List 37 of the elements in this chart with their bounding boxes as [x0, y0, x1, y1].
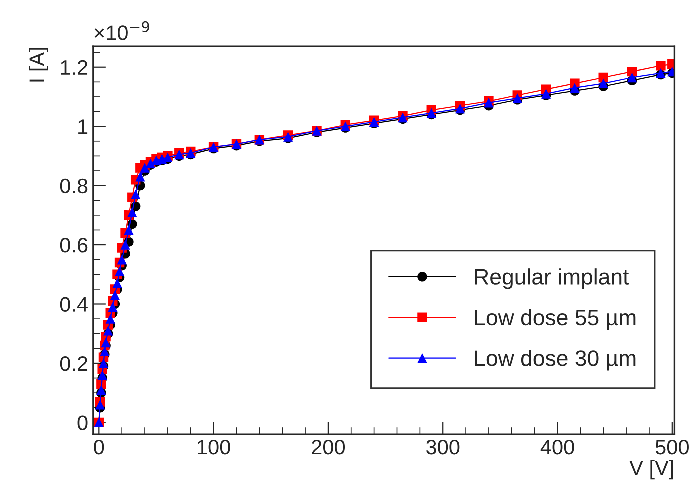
point — [656, 61, 666, 71]
point — [95, 400, 106, 410]
y-tick-label: 0.2 — [60, 356, 88, 372]
point — [101, 338, 111, 348]
y-tick-label: 0.4 — [60, 297, 88, 312]
y-axis-title: I [A] — [29, 48, 48, 82]
point — [140, 163, 150, 173]
point — [627, 72, 638, 83]
y-tick-label: 0 — [78, 416, 88, 430]
x-tick-label: 200 — [312, 440, 346, 455]
y-tick-label: 1.2 — [61, 60, 88, 75]
point — [98, 370, 108, 380]
x-tick-label: 400 — [540, 440, 574, 455]
point — [103, 326, 114, 336]
point — [136, 172, 146, 182]
legend-label: Regular implant — [475, 268, 630, 290]
point — [96, 385, 106, 395]
x-tick-label: 300 — [426, 440, 460, 455]
x-tick-label: 100 — [198, 440, 230, 455]
y-tick-label: 0.8 — [60, 178, 88, 194]
legend-label: Low dose 55 µm — [475, 309, 636, 330]
point — [120, 240, 130, 250]
x-tick-label: 500 — [656, 440, 689, 455]
point — [124, 225, 134, 236]
point — [570, 83, 580, 93]
y-tick-label: 0.6 — [60, 238, 88, 253]
point — [130, 190, 141, 200]
point — [117, 254, 127, 265]
point — [128, 208, 138, 218]
point — [98, 358, 109, 368]
x-axis-title: V [V] — [630, 460, 674, 480]
x-tick-label: 0 — [94, 440, 104, 455]
point — [114, 266, 125, 277]
text: ×10$^{−9}$ — [94, 21, 150, 40]
y-tick-label: 1 — [78, 120, 88, 134]
legend-label: Low dose 30 µm — [475, 350, 636, 371]
point — [598, 78, 608, 89]
